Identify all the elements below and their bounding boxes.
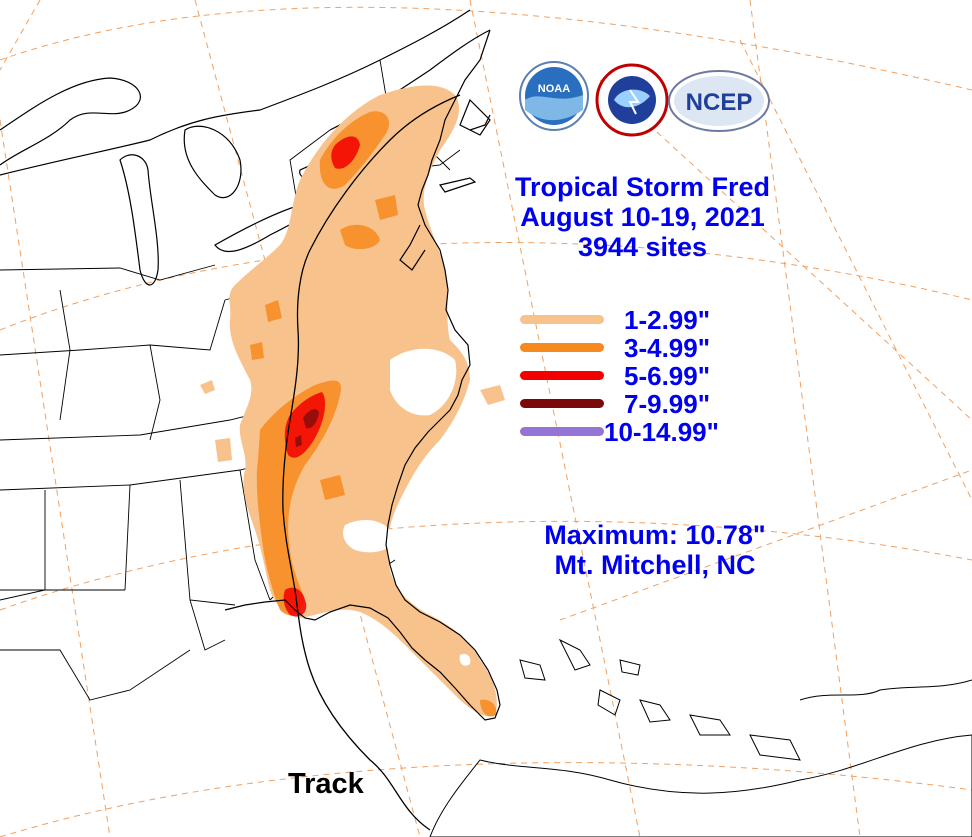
legend-item: 3-4.99" [516, 333, 776, 363]
legend-swatch [520, 399, 604, 408]
legend-label: 7-9.99" [624, 389, 711, 419]
land-outlines [0, 9, 491, 286]
legend-item: 7-9.99" [516, 389, 776, 419]
legend-swatch [520, 371, 604, 380]
rain-5-6.99 [283, 136, 360, 617]
legend: 1-2.99" 3-4.99" 5-6.99" 7-9.99" 10-14.99… [516, 305, 776, 447]
maximum-value: Maximum: 10.78" [544, 520, 766, 550]
title-line-2: August 10-19, 2021 [520, 202, 765, 232]
track-label: Track [288, 768, 364, 800]
title-line-1: Tropical Storm Fred [514, 172, 771, 202]
maximum-location: Mt. Mitchell, NC [554, 550, 756, 580]
svg-text:NCEP: NCEP [686, 89, 753, 116]
maximum-block: Maximum: 10.78" Mt. Mitchell, NC [490, 520, 820, 580]
coastline [224, 29, 501, 721]
storm-track-line [282, 94, 461, 831]
rain-holes [343, 348, 471, 666]
ncep-logo-icon: NCEP [668, 70, 770, 132]
legend-label: 3-4.99" [624, 333, 711, 363]
legend-swatch [520, 315, 604, 324]
legend-swatch [520, 427, 604, 436]
legend-item: 5-6.99" [516, 361, 776, 391]
legend-label: 5-6.99" [624, 361, 711, 391]
legend-item: 1-2.99" [516, 305, 776, 335]
caribbean-islands [429, 638, 972, 837]
legend-item: 10-14.99" [516, 417, 776, 447]
legend-label: 10-14.99" [604, 417, 719, 447]
title-line-3: 3944 sites [577, 232, 708, 262]
legend-swatch [520, 343, 604, 352]
title-block: Tropical Storm Fred August 10-19, 2021 3… [470, 172, 815, 262]
svg-text:NOAA: NOAA [538, 83, 570, 95]
rain-7-9.99 [295, 409, 319, 447]
legend-label: 1-2.99" [624, 305, 711, 335]
noaa-logo-icon: NOAA [519, 61, 589, 131]
rain-1-2.99 [200, 85, 505, 717]
nws-logo-icon [595, 63, 669, 137]
rain-3-4.99 [250, 111, 497, 717]
